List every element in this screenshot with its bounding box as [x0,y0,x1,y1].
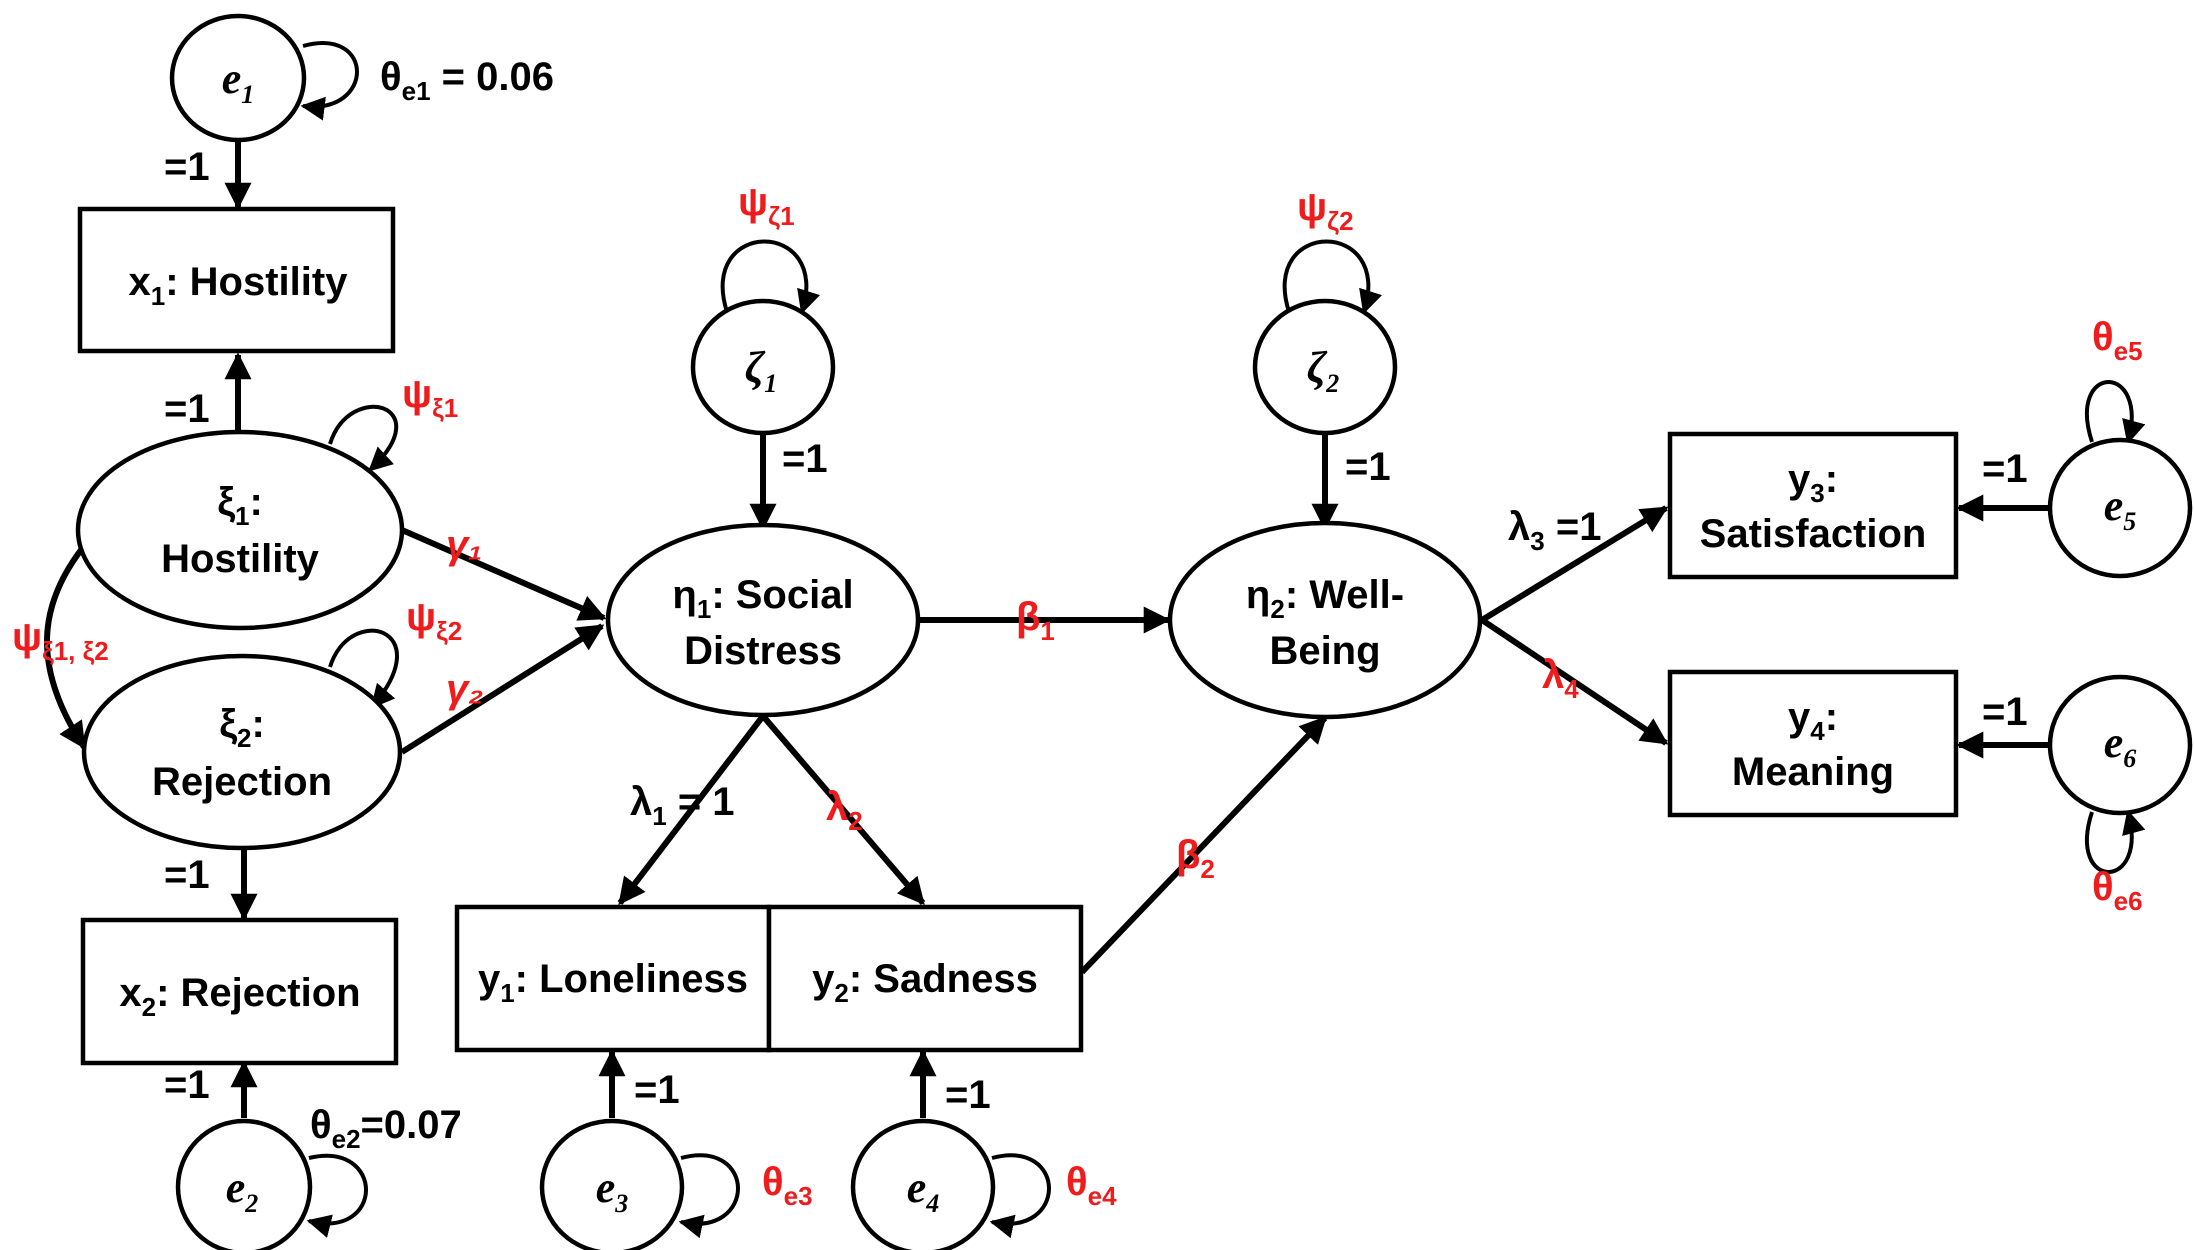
label-e4: e4 [907,1163,940,1218]
arrow-eta1-y1 [617,714,766,906]
fixed-loading-e6-y4: =1 [1982,690,2028,734]
node-xi2 [81,653,403,851]
label-e3: e3 [596,1163,629,1218]
variance-loop-e2 [306,1154,368,1238]
label-eta2-line1: η2: Well- [1246,573,1404,624]
node-y1 [454,904,772,1053]
label-y4-line1: y4: [1788,695,1838,746]
node-e6 [2047,674,2193,816]
label-y3-line2: Satisfaction [1700,512,1927,556]
label-e6: e6 [2104,718,2137,773]
fixed-loading-zeta2-eta2: =1 [1345,445,1391,489]
arrow-xi2-eta1 [400,623,605,755]
fixed-loading-xi2-x2: =1 [164,853,210,897]
param-beta1: β1 [1016,595,1055,646]
fixed-loading-zeta1-eta1: =1 [782,437,828,481]
node-e1 [169,13,307,143]
label-y1: y1: Loneliness [478,957,748,1008]
label-e5: e5 [2104,481,2137,536]
node-y3 [1667,431,1959,580]
param-lambda4: λ4 [1542,653,1579,704]
node-eta1 [605,522,921,718]
node-e3 [539,1118,685,1250]
variance-loop-zeta1 [720,239,820,315]
label-zeta1: ζ1 [745,343,777,398]
arrow-eta2-y3 [1480,505,1669,623]
node-e2 [175,1118,313,1250]
label-y2: y2: Sadness [812,957,1038,1008]
param-psi-xi1: ψξ1 [402,372,458,423]
label-eta2-line2: Being [1269,629,1380,673]
param-theta-e4: θe4 [1066,1160,1117,1211]
param-theta-e5: θe5 [2092,315,2143,366]
param-beta2: β2 [1176,833,1215,884]
variance-loop-zeta2 [1282,239,1382,315]
node-eta2 [1167,520,1483,720]
fixed-loading-e3-y1: =1 [634,1068,680,1112]
node-x1 [77,206,396,354]
node-x2 [80,917,399,1066]
param-theta-e6: θe6 [2092,865,2143,916]
param-psi-xi2: ψξ2 [406,595,462,646]
param-psi-zeta1: ψζ1 [738,180,795,231]
arrow-eta2-y4 [1480,617,1669,746]
variance-loop-e1 [300,41,359,121]
label-eta1-line1: η1: Social [672,573,853,624]
param-gamma2: γ₂ [446,667,484,711]
label-e1: e1 [222,54,255,109]
variance-loop-e6 [2084,809,2146,874]
arrow-y2-eta2 [1079,715,1328,975]
node-zeta1 [690,298,836,436]
label-eta1-line2: Distress [684,629,842,673]
node-y2 [766,904,1084,1053]
fixed-loading-xi1-x1: =1 [164,387,210,431]
variance-loop-xi1 [328,404,399,472]
param-lambda1: λ1 = 1 [630,780,735,831]
fixed-loading-e2-x2: =1 [164,1063,210,1107]
param-lambda3: λ3 =1 [1508,505,1601,556]
label-xi2-line1: ξ2: [219,702,265,753]
label-e2: e2 [226,1163,259,1218]
param-psi-zeta2: ψζ2 [1297,185,1354,236]
param-gamma1: γ₁ [446,523,482,567]
arrow-xi1-eta1 [400,527,607,621]
arrow-eta1-y2 [760,714,926,906]
label-xi1-line2: Hostility [161,537,320,581]
fixed-loading-e5-y3: =1 [1982,447,2028,491]
fixed-loading-e1-x1: =1 [164,145,210,189]
label-zeta2: ζ2 [1307,343,1339,398]
label-xi1-line1: ξ1: [217,480,263,531]
label-xi2-line2: Rejection [152,760,332,804]
fixed-loading-e4-y2: =1 [945,1073,991,1117]
param-theta-e2: θe2=0.07 [310,1103,462,1154]
node-y4 [1667,669,1959,818]
label-y3-line1: y3: [1788,457,1838,508]
node-xi1 [75,429,405,631]
node-e4 [850,1118,996,1250]
variance-loop-e4 [989,1153,1051,1239]
node-zeta2 [1252,298,1398,436]
param-theta-e1: θe1 = 0.06 [380,55,554,106]
node-e5 [2047,437,2193,579]
param-psi-xi1-xi2: ψξ1, ξ2 [12,615,109,666]
label-x2: x2: Rejection [119,971,360,1022]
param-theta-e3: θe3 [762,1160,813,1211]
param-lambda2: λ2 [826,785,863,836]
variance-loop-e3 [678,1153,740,1239]
variance-loop-xi2 [328,628,399,709]
label-x1: x1: Hostility [129,260,349,311]
variance-loop-e5 [2084,380,2146,445]
label-y4-line2: Meaning [1732,750,1894,794]
